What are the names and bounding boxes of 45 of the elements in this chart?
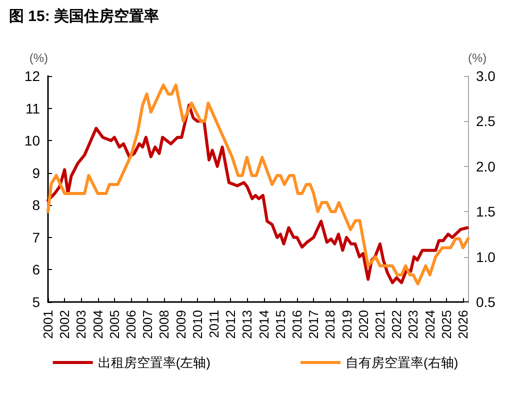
- x-tick-label: 2005: [106, 310, 122, 339]
- x-tick-label: 2006: [124, 310, 139, 339]
- legend-label: 出租房空置率(左轴): [98, 355, 211, 370]
- y2-tick-label: 1.5: [476, 204, 496, 220]
- y-tick-label: 11: [25, 100, 40, 116]
- y-tick-label: 8: [32, 197, 40, 214]
- x-tick-label: 2001: [40, 310, 56, 339]
- x-tick-label: 2009: [173, 310, 188, 339]
- y-tick-label: 6: [32, 262, 40, 278]
- x-tick-label: 2025: [438, 310, 454, 339]
- y2-tick-label: 2.5: [476, 113, 496, 130]
- x-tick-label: 2018: [322, 310, 338, 339]
- legend-label: 自有房空置率(右轴): [346, 355, 458, 370]
- x-tick-label: 2008: [156, 310, 172, 339]
- y-tick-label: 10: [24, 132, 40, 149]
- x-tick-label: 2007: [140, 310, 156, 339]
- x-tick-label: 2020: [356, 310, 371, 339]
- x-tick-label: 2003: [74, 310, 89, 339]
- x-tick-label: 2011: [206, 310, 222, 338]
- x-tick-label: 2015: [272, 310, 288, 339]
- y-axis-title: (%): [29, 51, 48, 65]
- x-tick-label: 2016: [290, 310, 305, 339]
- x-tick-label: 2021: [372, 310, 388, 339]
- y-tick-label: 7: [32, 229, 40, 246]
- x-tick-label: 2022: [389, 310, 404, 339]
- y2-tick-label: 2.0: [476, 158, 496, 174]
- x-tick-label: 2023: [406, 310, 421, 339]
- x-tick-label: 2024: [422, 310, 438, 339]
- x-tick-label: 2026: [456, 310, 471, 339]
- y2-tick-label: 0.5: [476, 294, 496, 310]
- y2-axis-title: (%): [468, 51, 487, 65]
- x-tick-label: 2017: [306, 310, 322, 339]
- x-tick-label: 2012: [223, 310, 238, 339]
- x-tick-label: 2013: [240, 310, 255, 339]
- y2-tick-label: 3.0: [476, 68, 496, 84]
- y-tick-label: 12: [24, 68, 40, 84]
- y-tick-label: 9: [32, 164, 40, 181]
- y-tick-label: 5: [32, 294, 40, 310]
- x-tick-label: 2010: [190, 310, 205, 339]
- y2-tick-label: 1.0: [476, 248, 496, 265]
- x-tick-label: 2002: [57, 310, 72, 339]
- x-tick-label: 2019: [339, 310, 354, 339]
- x-tick-label: 2004: [90, 310, 106, 339]
- x-tick-label: 2014: [256, 310, 272, 339]
- chart-title: 图 15: 美国住房空置率: [9, 7, 160, 25]
